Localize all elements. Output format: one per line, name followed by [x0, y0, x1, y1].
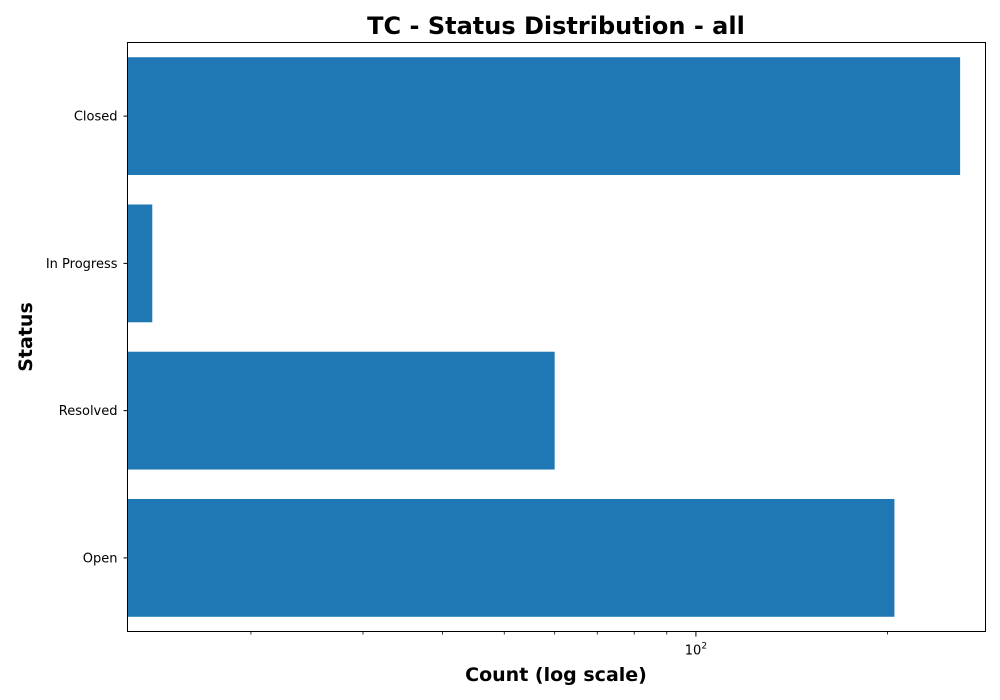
y-tick-label: Resolved — [59, 404, 118, 419]
bar-in-progress — [127, 204, 153, 323]
bars-group — [127, 57, 961, 617]
y-tick-label: Open — [83, 551, 118, 566]
bar-resolved — [127, 351, 555, 470]
plot-frame — [127, 42, 986, 632]
y-axis-label: Status — [15, 302, 37, 372]
x-tick-label: 102 — [685, 642, 707, 659]
chart-title: TC - Status Distribution - all — [367, 12, 745, 40]
y-ticks-group: Closed In Progress Resolved Open — [46, 110, 128, 566]
x-axis-label: Count (log scale) — [465, 664, 647, 686]
y-tick-label: In Progress — [46, 257, 118, 272]
y-tick-label: Closed — [74, 110, 118, 125]
bar-closed — [127, 57, 961, 176]
x-ticks-group: 102 — [250, 631, 888, 659]
bar-open — [127, 498, 895, 617]
